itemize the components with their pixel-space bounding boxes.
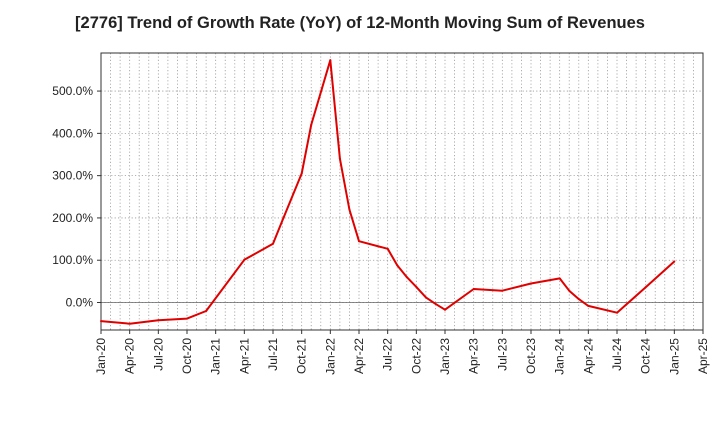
data-point bbox=[444, 308, 446, 311]
data-point bbox=[100, 320, 102, 323]
data-point bbox=[243, 258, 246, 261]
x-tick-label: Jan-20 bbox=[94, 338, 108, 375]
x-tick-label: Jul-20 bbox=[151, 338, 165, 371]
x-tick-label: Apr-23 bbox=[467, 338, 481, 374]
x-tick-label: Oct-23 bbox=[524, 338, 538, 374]
y-tick-label: 300.0% bbox=[52, 169, 93, 183]
data-point bbox=[616, 311, 618, 314]
y-tick-label: 200.0% bbox=[52, 211, 93, 225]
data-point bbox=[205, 309, 208, 312]
x-tick-label: Oct-21 bbox=[295, 338, 309, 374]
data-point bbox=[157, 319, 160, 322]
data-point bbox=[673, 260, 676, 263]
data-point bbox=[472, 287, 475, 290]
data-point bbox=[281, 219, 284, 222]
data-point bbox=[644, 286, 647, 289]
y-tick-label: 100.0% bbox=[52, 253, 93, 267]
x-tick-label: Apr-25 bbox=[696, 338, 710, 374]
data-point bbox=[186, 317, 188, 320]
x-tick-label: Jan-22 bbox=[323, 338, 337, 375]
x-tick-label: Apr-24 bbox=[581, 338, 595, 374]
data-point bbox=[358, 240, 360, 243]
x-tick-label: Jul-21 bbox=[266, 338, 280, 371]
data-point bbox=[587, 304, 590, 307]
data-point bbox=[300, 172, 303, 175]
data-point bbox=[128, 322, 131, 325]
x-tick-label: Apr-21 bbox=[237, 338, 251, 374]
x-tick-label: Jan-23 bbox=[438, 338, 452, 375]
data-point bbox=[272, 242, 274, 245]
data-point bbox=[329, 59, 332, 62]
x-tick-label: Jan-24 bbox=[553, 338, 567, 375]
data-point bbox=[501, 289, 504, 292]
y-tick-label: 500.0% bbox=[52, 84, 93, 98]
data-point bbox=[386, 247, 389, 250]
x-tick-label: Apr-22 bbox=[352, 338, 366, 374]
data-point bbox=[338, 157, 341, 160]
x-tick-label: Jul-23 bbox=[495, 338, 509, 371]
data-point bbox=[577, 298, 580, 301]
data-point bbox=[434, 302, 437, 305]
x-tick-label: Oct-24 bbox=[639, 338, 653, 374]
x-tick-label: Oct-20 bbox=[180, 338, 194, 374]
data-point bbox=[424, 296, 427, 299]
x-tick-label: Jul-24 bbox=[610, 338, 624, 371]
x-tick-label: Apr-20 bbox=[123, 338, 137, 374]
y-tick-label: 400.0% bbox=[52, 126, 93, 140]
x-tick-label: Jan-21 bbox=[209, 338, 223, 375]
data-point bbox=[348, 208, 351, 211]
y-tick-label: 0.0% bbox=[66, 296, 94, 310]
data-point bbox=[558, 277, 561, 280]
series-line bbox=[100, 59, 675, 325]
data-point bbox=[310, 123, 313, 126]
x-tick-label: Jul-22 bbox=[381, 338, 395, 371]
chart-title: [2776] Trend of Growth Rate (YoY) of 12-… bbox=[75, 14, 645, 32]
data-point bbox=[415, 285, 418, 288]
x-tick-label: Oct-22 bbox=[409, 338, 423, 374]
data-point bbox=[530, 282, 532, 285]
data-point bbox=[396, 264, 399, 267]
data-point bbox=[568, 289, 571, 292]
x-tick-label: Jan-25 bbox=[667, 338, 681, 375]
data-point bbox=[405, 276, 408, 279]
plot-frame bbox=[100, 52, 704, 331]
